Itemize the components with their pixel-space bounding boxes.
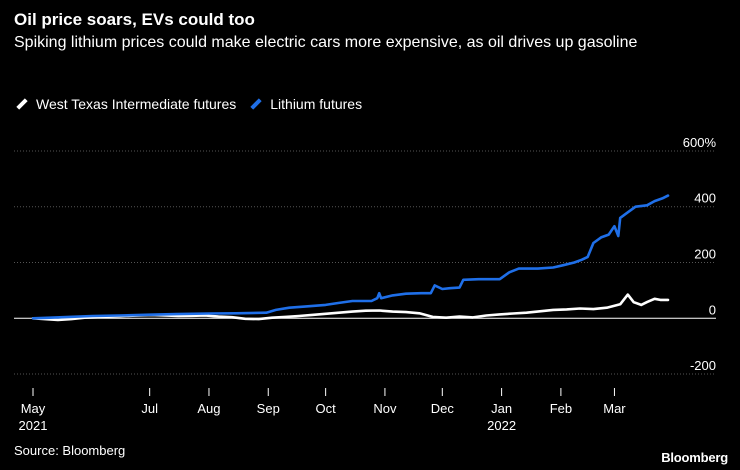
x-tick-sublabel-7: 2022 [487, 418, 516, 433]
legend-label-lithium: Lithium futures [270, 96, 363, 112]
legend-item-wti: West Texas Intermediate futures [14, 96, 236, 112]
x-tick-label-7: Jan [491, 401, 512, 416]
x-tick-label-3: Sep [257, 401, 280, 416]
x-tick-label-8: Feb [550, 401, 572, 416]
x-tick-label-1: Jul [141, 401, 158, 416]
y-tick-label-4: -200 [690, 358, 716, 373]
source-note: Source: Bloomberg [14, 443, 126, 458]
legend-item-lithium: Lithium futures [248, 96, 362, 112]
x-tick-label-5: Nov [373, 401, 397, 416]
bloomberg-logo: Bloomberg [661, 450, 728, 465]
y-tick-label-2: 200 [694, 247, 716, 262]
chart-subtitle: Spiking lithium prices could make electr… [14, 34, 638, 51]
legend-label-wti: West Texas Intermediate futures [36, 96, 237, 112]
x-tick-label-6: Dec [431, 401, 455, 416]
series-line-lithium [31, 194, 670, 320]
y-tick-label-1: 400 [694, 191, 716, 206]
chart-title: Oil price soars, EVs could too [14, 10, 255, 29]
x-tick-sublabel-0: 2021 [19, 418, 48, 433]
y-tick-label-3: 0 [709, 302, 716, 317]
x-tick-label-0: May [21, 401, 46, 416]
x-tick-label-2: Aug [197, 401, 220, 416]
chart-legend: West Texas Intermediate futures Lithium … [14, 96, 374, 112]
y-tick-label-0: 600% [683, 135, 717, 150]
x-tick-label-9: Mar [603, 401, 626, 416]
x-tick-label-4: Oct [316, 401, 337, 416]
